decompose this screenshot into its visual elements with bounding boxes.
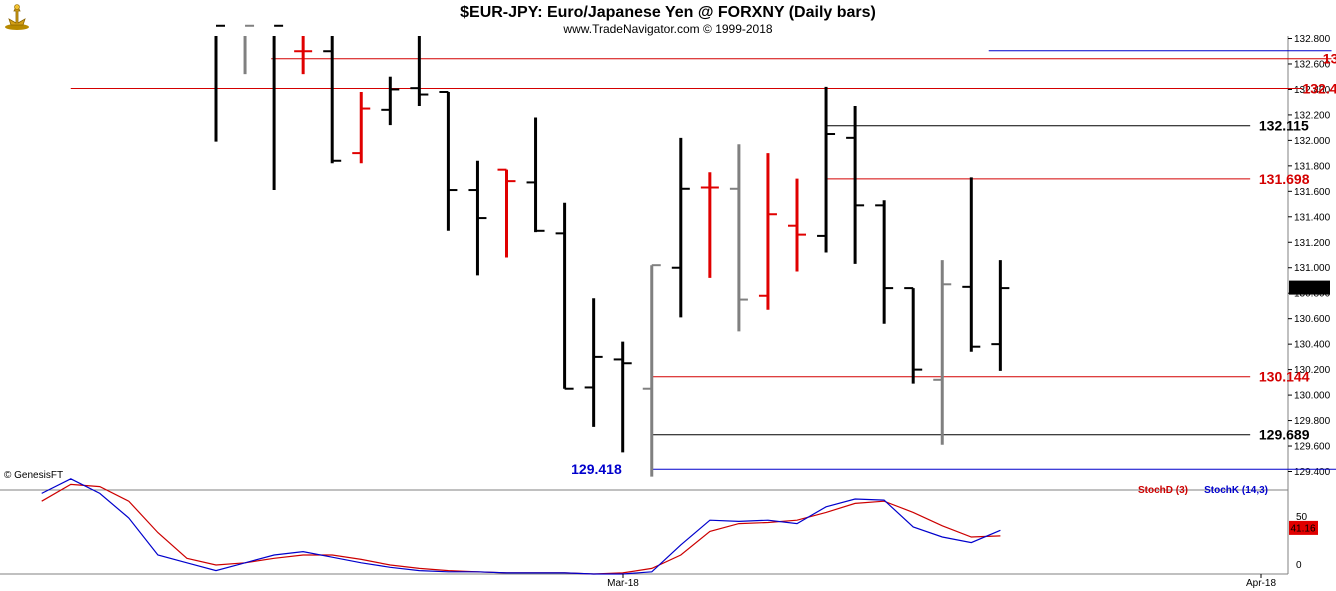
ohlc-bar <box>439 90 458 231</box>
ohlc-bar <box>904 287 923 384</box>
ohlc-bar <box>846 105 865 264</box>
stoch-current-label: 41.16 <box>1290 523 1315 534</box>
level-label: 132.407 <box>1302 81 1336 97</box>
price-tick-label: 132.400 <box>1294 85 1331 96</box>
ohlc-bar <box>729 144 748 332</box>
stoch-tick-label: 50 <box>1296 512 1308 523</box>
ohlc-bar <box>584 298 603 427</box>
time-tick-label: Mar-18 <box>607 578 639 589</box>
chart-subtitle: www.TradeNavigator.com © 1999-2018 <box>562 22 772 36</box>
level-label: 131.698 <box>1259 171 1310 187</box>
price-tick-label: 130.600 <box>1294 314 1331 325</box>
ohlc-bars <box>214 24 1010 477</box>
price-tick-label: 131.600 <box>1294 187 1331 198</box>
ohlc-bar <box>758 153 777 310</box>
ohlc-bar <box>933 260 952 445</box>
ohlc-bar <box>788 178 806 272</box>
stoch-legend-k: StochK (14,3) <box>1204 485 1268 496</box>
price-tick-label: 132.800 <box>1294 34 1331 45</box>
level-label: 132.115 <box>1259 118 1309 134</box>
price-tick-label: 129.600 <box>1294 442 1331 453</box>
level-label: 129.418 <box>571 461 622 477</box>
ohlc-bar <box>700 172 719 278</box>
ohlc-bar <box>381 76 400 126</box>
price-tick-label: 130.000 <box>1294 391 1331 402</box>
ohlc-bar <box>497 168 516 258</box>
ohlc-bar <box>410 36 429 106</box>
ohlc-bar <box>555 202 574 390</box>
current-price-box <box>1289 280 1330 295</box>
logo-icon <box>5 4 29 30</box>
current-price-label: 130.844 <box>1291 283 1328 294</box>
stochK-line <box>41 478 1001 575</box>
ohlc-bar <box>214 24 225 142</box>
ohlc-bar <box>991 260 1010 371</box>
price-tick-label: 129.800 <box>1294 416 1331 427</box>
ohlc-bar <box>642 264 661 477</box>
ohlc-bar <box>962 177 981 352</box>
ohlc-bar <box>613 341 632 453</box>
price-tick-label: 131.000 <box>1294 263 1331 274</box>
ohlc-bar <box>468 160 487 276</box>
price-tick-label: 129.400 <box>1294 467 1331 478</box>
time-axis: Mar-18 Apr-18 <box>607 574 1276 589</box>
brand-label: © GenesisFT <box>4 470 63 481</box>
ohlc-bar <box>671 137 690 318</box>
stoch-legend-d: StochD (3) <box>1138 485 1188 496</box>
chart-title: $EUR-JPY: Euro/Japanese Yen @ FORXNY (Da… <box>460 4 876 21</box>
level-label: 132.641 <box>1323 51 1336 67</box>
price-tick-label: 132.200 <box>1294 110 1331 121</box>
stoch-current-box <box>1289 520 1318 535</box>
price-tick-label: 132.600 <box>1294 59 1331 70</box>
ohlc-bar <box>875 200 894 324</box>
ohlc-bar <box>352 91 371 164</box>
level-label: 130.144 <box>1259 369 1310 385</box>
price-tick-label: 131.400 <box>1294 212 1331 223</box>
ohlc-bar <box>243 24 255 75</box>
ohlc-bar <box>323 36 342 164</box>
time-tick-label: Apr-18 <box>1246 578 1276 589</box>
price-tick-label: 131.200 <box>1294 238 1331 249</box>
price-tick-label: 132.000 <box>1294 136 1331 147</box>
level-label: 129.689 <box>1259 427 1310 443</box>
ohlc-bar <box>817 86 836 253</box>
ohlc-bar <box>526 117 545 233</box>
price-axis: 129.400 129.600 129.800 130.000 130.200 130.4… <box>1288 34 1331 478</box>
stoch-tick-label: 0 <box>1296 560 1302 571</box>
ohlc-bar <box>294 36 313 75</box>
price-tick-label: 130.200 <box>1294 365 1331 376</box>
support-resistance-levels: 132.704132.641132.407132.115131.698130.1… <box>70 50 1336 477</box>
price-tick-label: 130.400 <box>1294 340 1331 351</box>
ohlc-bar <box>272 24 284 191</box>
price-tick-label: 131.800 <box>1294 161 1331 172</box>
